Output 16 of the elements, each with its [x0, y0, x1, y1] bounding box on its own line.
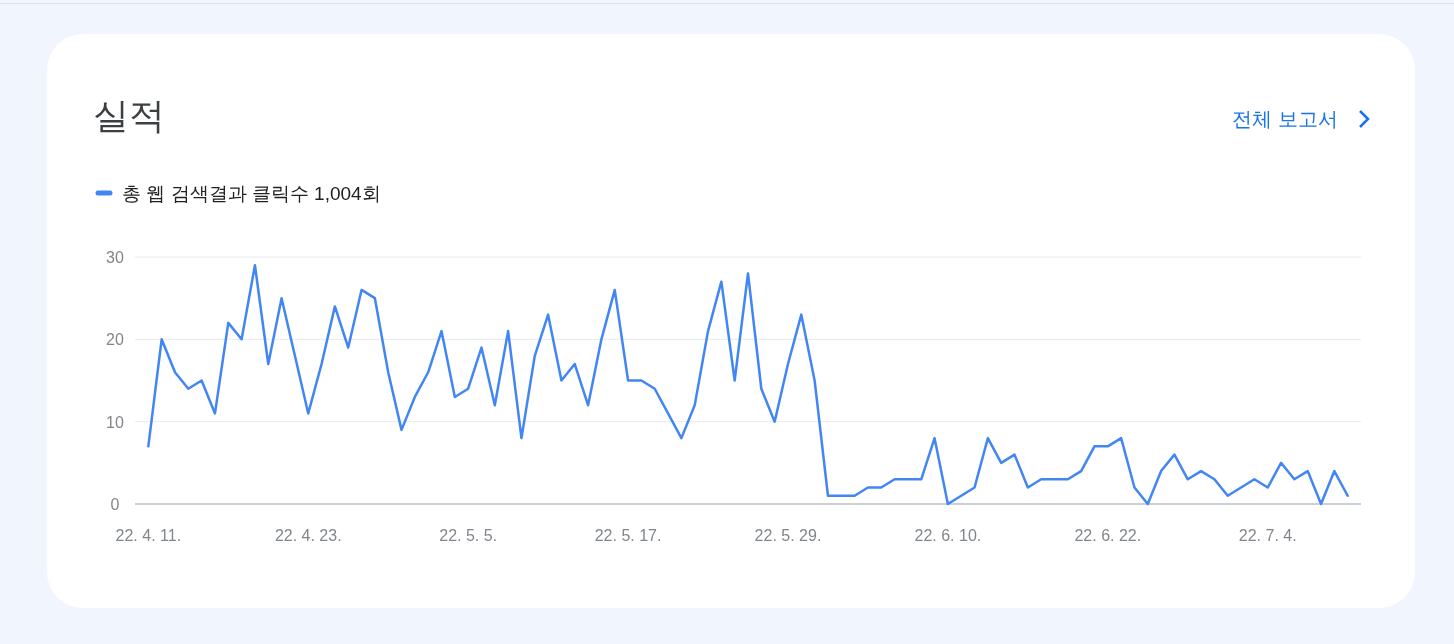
text: 전체 보고서: [1232, 108, 1338, 130]
x-tick-label: 22. 6. 22.: [1074, 527, 1142, 544]
y-tick-label: 20: [106, 331, 124, 349]
x-tick-label: 22. 4. 11.: [115, 527, 182, 544]
y-tick-label: 10: [106, 413, 124, 431]
y-tick-label: 30: [106, 249, 124, 266]
line-series: [147, 263, 1349, 506]
x-tick-label: 22. 5. 17.: [594, 527, 662, 544]
x-tick-label: 22. 7. 4.: [1238, 527, 1297, 544]
x-tick-label: 22. 5. 5.: [439, 527, 498, 544]
x-tick-label: 22. 6. 10.: [914, 527, 982, 544]
y-tick-label: 0: [110, 496, 120, 513]
x-tick-label: 22. 5. 29.: [754, 527, 822, 544]
chart-title: 실적: [93, 95, 165, 136]
x-tick-label: 22. 4. 23.: [274, 527, 342, 544]
legend-label: 총 웹 검색결과 클릭수 1,004회: [122, 183, 381, 204]
